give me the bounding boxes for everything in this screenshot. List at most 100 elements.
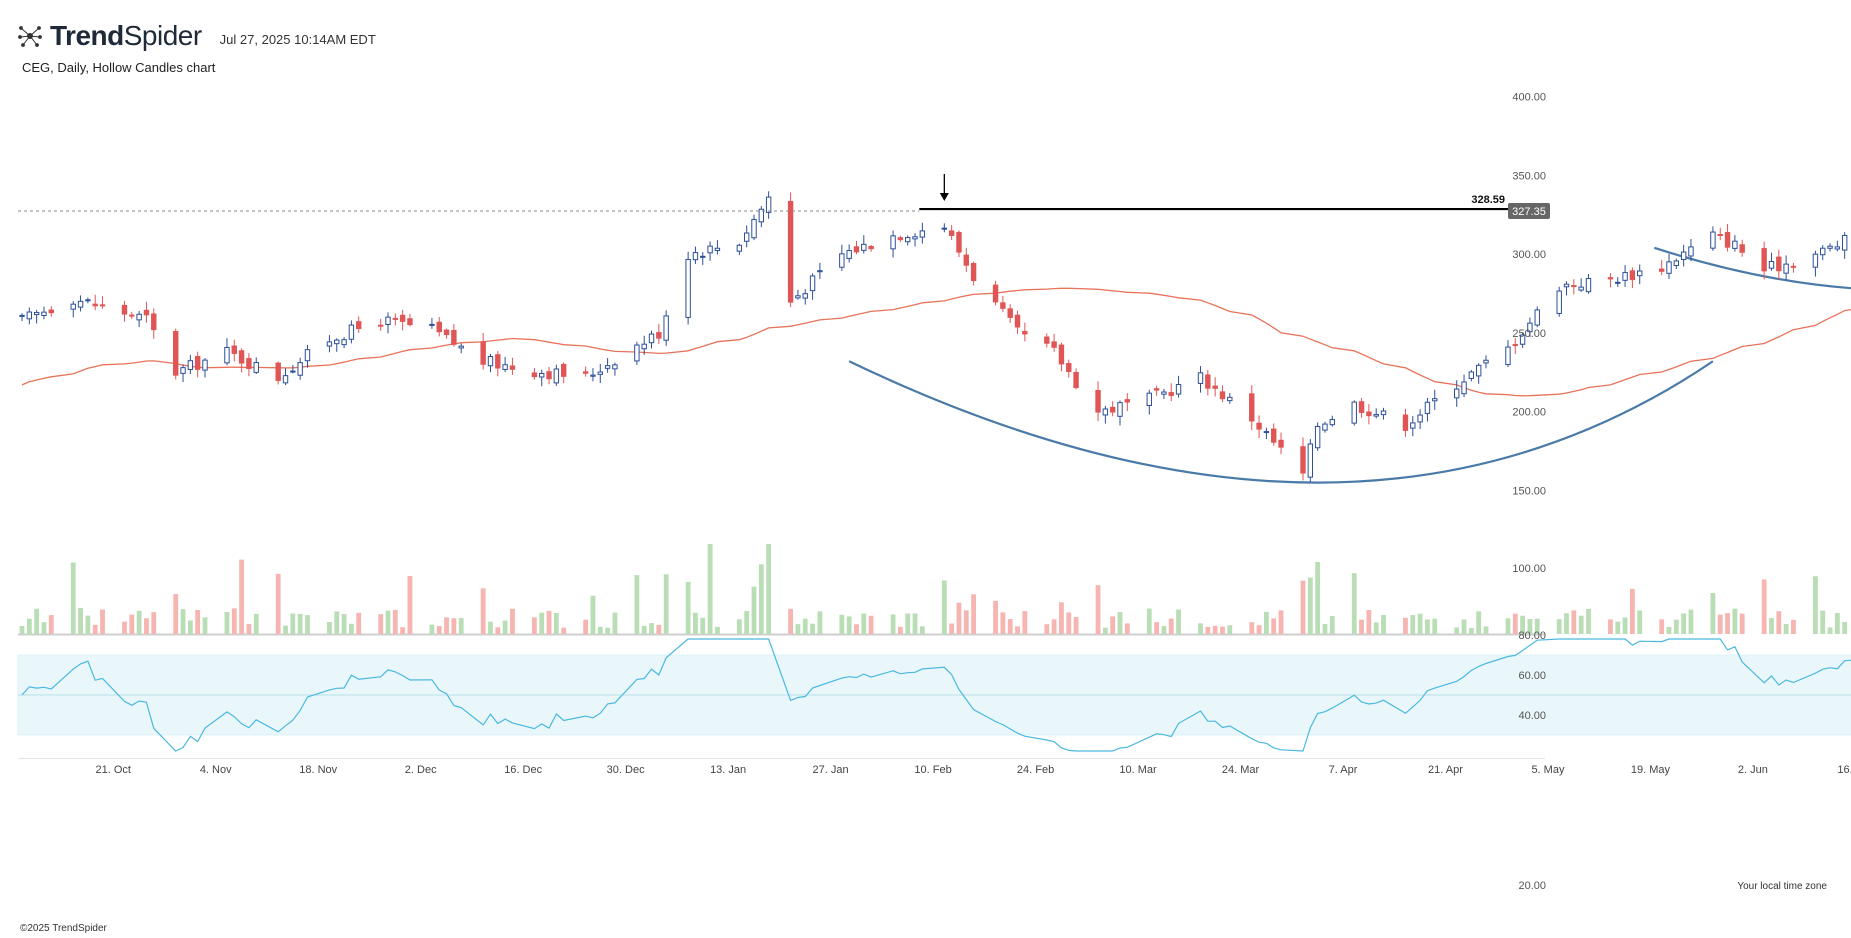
candle [1519,332,1526,348]
volume-bar [1688,609,1694,634]
volume-bar [1381,614,1386,634]
annotation-arrows [939,174,949,201]
volume-bar [1110,616,1116,634]
candle [897,235,904,242]
volume-bar [795,624,801,634]
rsi-line [21,638,1851,752]
candle [1307,439,1314,482]
volume-bar [1329,616,1335,634]
volume-bar [1813,576,1818,634]
volume-bar [1578,615,1584,634]
volume-bar [553,612,559,634]
candle [509,357,516,375]
header: TrendSpider Jul 27, 2025 10:14AM EDT [18,20,376,52]
candle [1834,240,1841,252]
axes: 400.00 350.00 300.00 250.00 200.00 150.00 100.… [96,92,1851,893]
candle [743,225,750,248]
candle [297,357,303,380]
volume-bar [861,613,867,634]
volume-bar [1124,623,1130,634]
volume-bar [129,614,135,634]
candle [1454,380,1460,407]
candle [714,240,721,255]
volume-bar [356,612,362,634]
volume-bar [949,623,955,634]
candle [1607,273,1614,288]
volume-bar [1564,613,1569,634]
candle [787,192,794,308]
candle [956,230,962,258]
candle [1666,253,1672,279]
rsi-tick-label: 20.00 [1518,880,1546,892]
volume-bar [1681,613,1687,634]
volume-bar [85,615,91,634]
volume-bar [1161,626,1167,634]
candle [1563,281,1570,296]
candle [1739,239,1745,257]
volume-bar [385,610,391,634]
candle [429,318,435,329]
candle [1227,393,1233,404]
candle [912,233,918,247]
volume-bar [1373,622,1379,634]
volume-bar [305,615,310,634]
volume-bar [1146,608,1152,634]
volume-bar [1015,626,1020,634]
copyright: ©2025 TrendSpider [20,923,107,934]
price-tick-label: 350.00 [1512,170,1546,182]
rsi-series [21,638,1851,752]
volume-bar [1834,612,1840,634]
volume-bar [173,594,179,634]
candle [480,332,486,370]
volume-bar [1278,610,1284,634]
volume-bar [1725,613,1730,634]
candle [1410,416,1416,437]
date-tick-label: 2. Jun [1738,764,1768,776]
volume-bar [1264,611,1269,634]
candle [1212,377,1218,397]
volume-bar [1461,619,1467,634]
candle [1263,427,1270,440]
volume-bar [1717,614,1723,634]
volume-bar [187,620,193,634]
date-tick-label: 27. Jan [813,764,849,776]
date-tick-label: 21. Oct [96,764,131,776]
date-tick-label: 4. Nov [200,764,232,776]
volume-bar [810,623,815,634]
candle [641,335,647,355]
candle [656,323,662,345]
candlesticks [19,191,1848,482]
down-arrow-icon [939,174,949,201]
volume-bar [846,616,852,634]
volume-bar [341,614,347,634]
candle [1732,235,1738,252]
volume-bar [941,580,947,634]
volume-bar [458,618,464,634]
volume-bar [231,608,237,634]
volume-bar [100,609,105,634]
volume-bars [19,544,1848,634]
candle [758,206,765,228]
candle [77,295,84,312]
candle [531,367,538,380]
volume-bar [817,611,823,634]
price-tick-label: 150.00 [1512,486,1546,498]
candle [1468,370,1475,382]
chart-subtitle: CEG, Daily, Hollow Candles chart [22,60,216,75]
volume-bar [1769,618,1774,634]
candle [1680,244,1687,267]
volume-bar [239,559,244,634]
volume-bar [1410,615,1416,634]
volume-bar [407,576,413,634]
candle [326,335,333,353]
candle [809,273,816,300]
volume-bar [700,617,706,634]
volume-bar [1820,610,1826,634]
volume-bar [253,613,259,634]
volume-bar [597,626,603,634]
candle [707,241,713,261]
candle [1776,249,1782,280]
volume-bar [180,609,186,634]
candle [941,223,948,233]
volume-bar [1432,618,1438,634]
